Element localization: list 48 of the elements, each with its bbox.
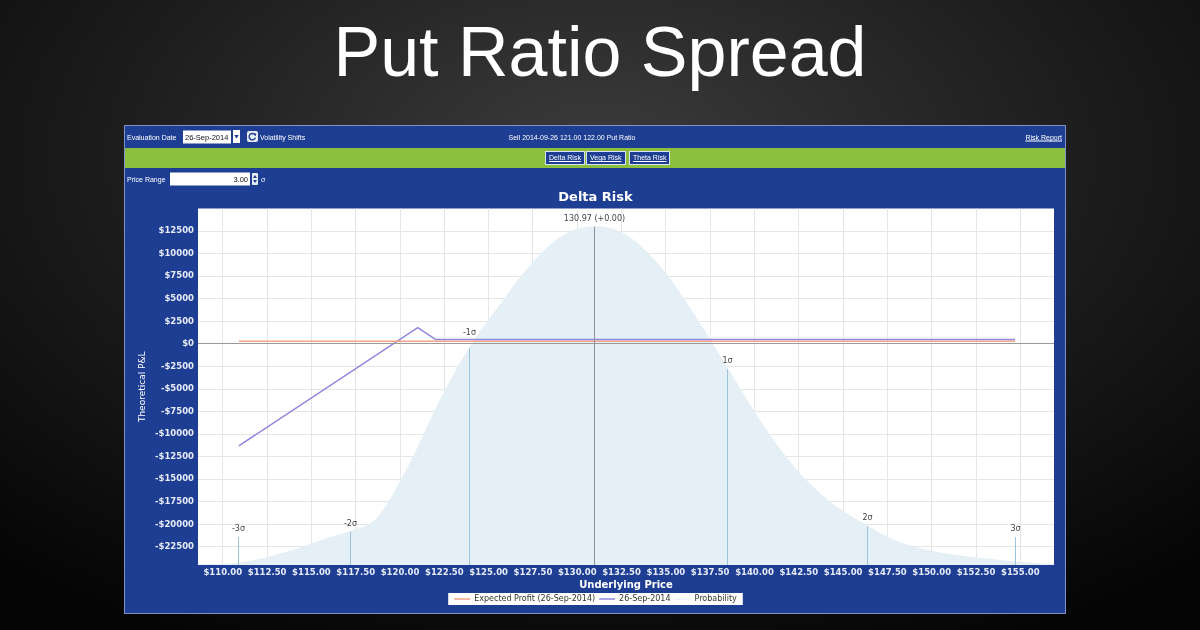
y-tick-label: -$22500	[154, 541, 195, 552]
x-tick-label: $140.00	[735, 567, 774, 578]
y-tick-label: -$17500	[154, 496, 195, 507]
x-tick-label: $137.50	[690, 567, 730, 578]
y-tick-label: -$2500	[160, 360, 195, 371]
y-tick-label: $10000	[158, 247, 195, 258]
ref-line-label: -3σ	[231, 524, 246, 534]
x-axis-title: Underlying Price	[579, 578, 674, 590]
x-tick-label: $115.00	[292, 567, 331, 578]
y-tick-label: $5000	[164, 293, 195, 304]
ref-line-label: 2σ	[862, 513, 873, 523]
x-tick-label: $110.00	[203, 567, 243, 578]
legend-label: 26-Sep-2014	[619, 594, 671, 604]
chart-subtitle: Delta Risk	[558, 189, 634, 205]
y-tick-label: $7500	[164, 270, 195, 281]
x-tick-label: $120.00	[380, 567, 420, 578]
y-axis-title: Theoretical P&L	[136, 351, 147, 424]
y-tick-label: -$5000	[160, 383, 195, 394]
x-tick-label: $135.00	[646, 567, 686, 578]
x-tick-label: $112.50	[247, 567, 287, 578]
x-tick-label: $152.50	[956, 567, 996, 578]
ref-line-label: 130.97 (+0.00)	[563, 213, 626, 223]
x-tick-label: $142.50	[779, 567, 819, 578]
y-tick-label: -$15000	[154, 473, 195, 484]
legend-label: Expected Profit (26-Sep-2014)	[474, 594, 596, 604]
y-tick-label: -$20000	[154, 518, 195, 529]
y-tick-label: -$10000	[154, 428, 195, 439]
y-tick-label: $12500	[158, 225, 195, 236]
x-tick-label: $122.50	[424, 567, 464, 578]
x-tick-label: $130.00	[557, 567, 597, 578]
ref-line-label: -1σ	[462, 327, 477, 337]
ref-line-label: -2σ	[343, 518, 358, 528]
x-tick-label: $125.00	[469, 567, 509, 578]
legend-label: Probability	[694, 594, 738, 604]
x-tick-label: $127.50	[513, 567, 553, 578]
x-tick-label: $147.50	[868, 567, 907, 578]
x-tick-label: $155.00	[1000, 567, 1040, 578]
y-tick-label: -$7500	[160, 405, 195, 416]
ref-line-label: 3σ	[1010, 524, 1021, 534]
y-tick-label: -$12500	[154, 450, 195, 461]
x-tick-label: $117.50	[336, 567, 376, 578]
chart-title: Put Ratio Spread	[332, 12, 868, 93]
x-tick-label: $132.50	[602, 567, 642, 578]
x-tick-label: $150.00	[912, 567, 952, 578]
y-tick-label: $2500	[164, 315, 195, 326]
x-tick-label: $145.00	[823, 567, 863, 578]
ref-line-label: 1σ	[722, 356, 733, 366]
y-tick-label: $0	[182, 338, 195, 349]
